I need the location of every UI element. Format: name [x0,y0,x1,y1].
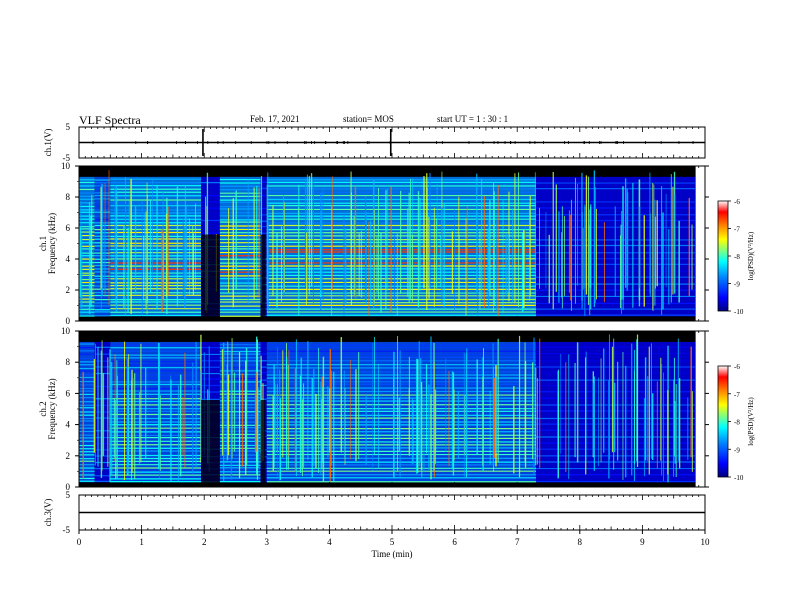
ch2-spectrogram-gap [201,399,220,484]
ch2-spectrogram-colorbar-tick-label: -9 [734,446,740,454]
ch1-spectrogram-colorbar-tick-label: -10 [734,308,744,316]
ch3-waveform-ytick-label: 5 [66,490,71,500]
ch1-spectrogram-ylabel: Frequency (kHz) [47,213,57,274]
station-label: station= MOS [343,114,394,124]
x-tick-label: 1 [139,537,144,547]
ch2-spectrogram-colorbar [717,365,729,478]
ch1-spectrogram-gap [260,234,266,318]
date-label: Feb. 17, 2021 [250,114,300,124]
ch2-spectrogram-ytick-label: 6 [66,388,71,398]
start-time-label: start UT = 1 : 30 : 1 [437,114,509,124]
ch1-spectrogram-colorbar-label: log(PSD)(V²/Hz) [747,231,755,280]
x-tick-label: 10 [701,537,711,547]
ch3-waveform-ytick-label: -5 [63,525,71,535]
ch1-spectrogram-colorbar-tick-label: -9 [734,281,740,289]
x-tick-label: 2 [202,537,207,547]
ch2-spectrogram-colorbar-tick-label: -10 [734,474,744,482]
spectrogram-layer [79,166,705,487]
ch2-spectrogram-gap [260,399,266,484]
x-tick-label: 0 [77,537,82,547]
x-tick-label: 4 [327,537,332,547]
ch1-spectrogram-channel-label: ch.1 [38,236,48,251]
ch1-spectrogram-ytick-label: 0 [66,316,71,326]
ch1-spectrogram-ytick-label: 4 [66,254,71,264]
ch1-spectrogram-colorbar-tick-label: -8 [734,253,740,261]
ch1-spectrogram-colorbar [717,200,729,312]
ch2-spectrogram-colorbar-label: log(PSD)(V²/Hz) [747,397,755,446]
ch2-spectrogram-ylabel: Frequency (kHz) [47,378,57,439]
ch2-spectrogram-ytick-label: 8 [66,357,71,367]
x-tick-label: 8 [578,537,583,547]
x-tick-label: 3 [265,537,270,547]
ch1-spectrogram-colorbar-tick-label: -7 [734,226,740,234]
ch1-spectrogram-blank [695,166,705,321]
ch1-waveform-ylabel: ch.1(V) [43,129,53,157]
x-axis-label: Time (min) [372,549,413,559]
ch2-spectrogram-colorbar-tick-label: -6 [734,363,740,371]
x-tick-label: 6 [452,537,457,547]
ch2-spectrogram-colorbar-tick-label: -8 [734,419,740,427]
ch2-spectrogram-blank [695,331,705,487]
x-tick-label: 9 [640,537,645,547]
x-tick-label: 5 [390,537,395,547]
ch2-spectrogram-ytick-label: 10 [61,326,71,336]
ch2-spectrogram-segment-fill [535,341,696,483]
ch1-spectrogram-gap [201,234,220,318]
ch2-spectrogram-ytick-label: 2 [66,451,71,461]
axes-layer [75,126,731,534]
ch1-spectrogram-ytick-label: 2 [66,285,71,295]
x-tick-label: 7 [515,537,520,547]
ch3-waveform-ylabel: ch.3(V) [43,499,53,527]
ch2-spectrogram-ytick-label: 0 [66,482,71,492]
ch1-spectrogram-ytick-label: 10 [61,161,71,171]
ch1-waveform-ytick-label: -5 [63,153,71,163]
chart-title: VLF Spectra [79,113,141,127]
ch2-spectrogram-channel-label: ch.2 [38,401,48,416]
ch1-waveform-ytick-label: 5 [66,122,71,132]
ch1-spectrogram-colorbar-tick-label: -6 [734,198,740,206]
ch2-spectrogram-ytick-label: 4 [66,420,71,430]
ch2-spectrogram-colorbar-tick-label: -7 [734,391,740,399]
ch1-spectrogram-ytick-label: 8 [66,192,71,202]
ch1-spectrogram-ytick-label: 6 [66,223,71,233]
